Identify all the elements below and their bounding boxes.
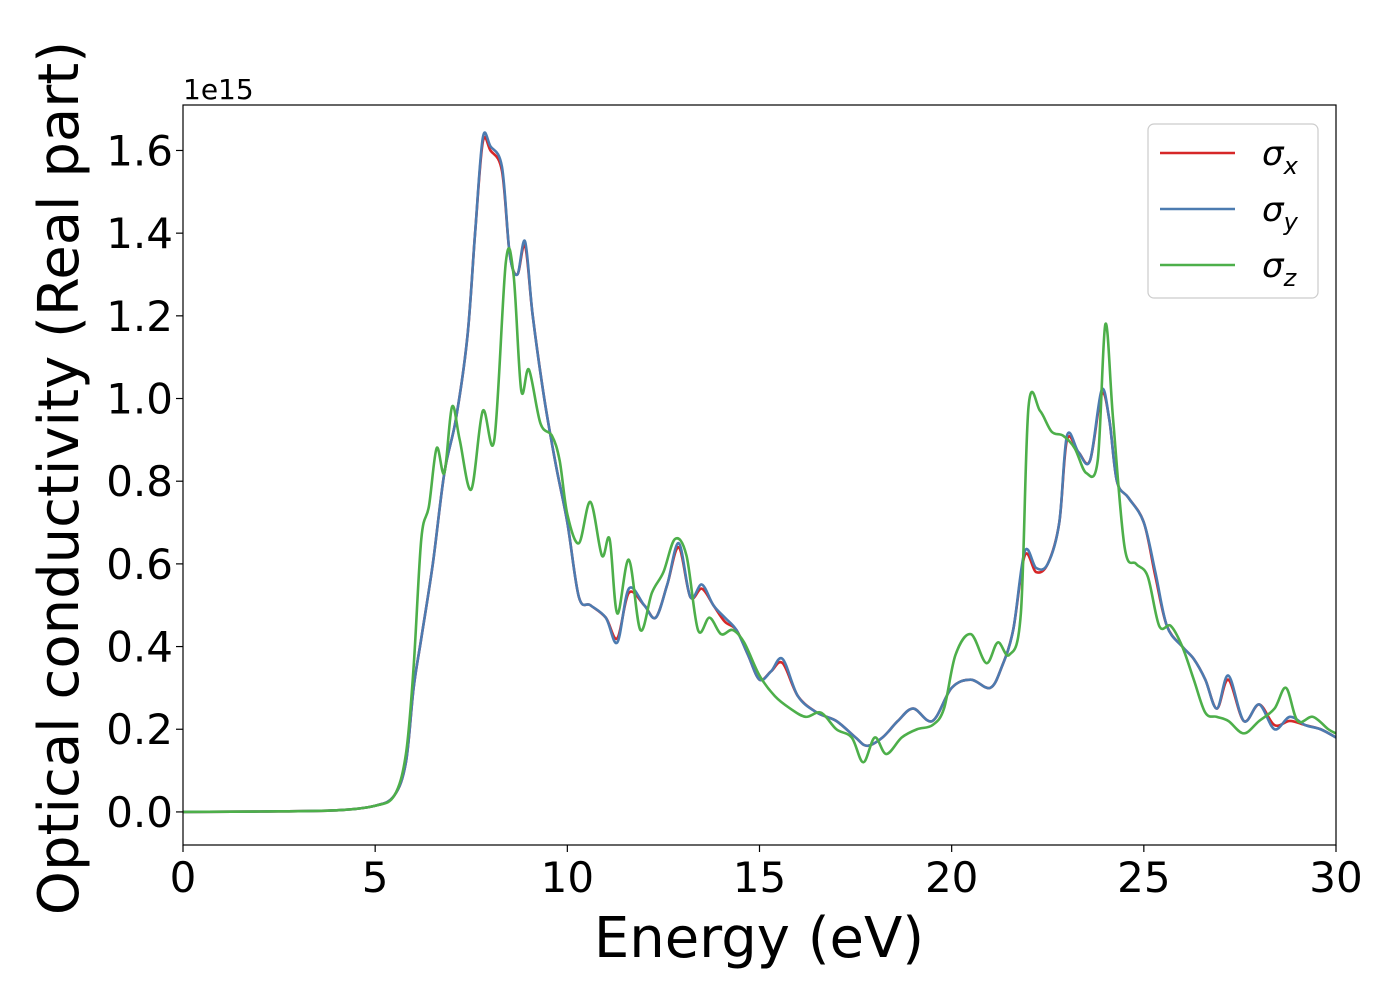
y-tick-label: 0.2 [106, 705, 173, 754]
x-tick-label: 10 [541, 853, 594, 902]
x-axis: 0 5 10 15 20 25 30 [170, 845, 1363, 902]
series-line-y [183, 131, 1336, 814]
legend-label-x: σx [1262, 134, 1299, 180]
plot-lines [183, 131, 1336, 814]
legend-label-z: σz [1262, 246, 1298, 292]
y-tick-label: 1.4 [106, 209, 173, 258]
x-tick-label: 30 [1309, 853, 1362, 902]
x-axis-title: Energy (eV) [594, 906, 924, 971]
y-axis-title: Optical conductivity (Real part) [27, 41, 92, 915]
y-tick-label: 1.0 [106, 375, 173, 424]
legend-box [1147, 123, 1319, 299]
y-tick-label: 0.6 [106, 540, 173, 589]
x-tick-label: 20 [925, 853, 978, 902]
legend: σx σy σz [1147, 123, 1319, 299]
x-tick-label: 15 [733, 853, 786, 902]
legend-label-y: σy [1262, 190, 1299, 236]
series-line-z [183, 247, 1336, 814]
y-tick-label: 0.8 [106, 457, 173, 506]
y-axis-offset-label: 1e15 [183, 73, 254, 106]
y-axis: 0.0 0.2 0.4 0.6 0.8 1.0 1.2 1.4 1.6 [106, 126, 183, 837]
y-tick-label: 0.4 [106, 623, 173, 672]
x-tick-label: 5 [362, 853, 389, 902]
x-tick-label: 0 [170, 853, 197, 902]
y-tick-label: 1.6 [106, 126, 173, 175]
x-tick-label: 25 [1117, 853, 1170, 902]
y-tick-label: 0.0 [106, 788, 173, 837]
y-tick-label: 1.2 [106, 292, 173, 341]
